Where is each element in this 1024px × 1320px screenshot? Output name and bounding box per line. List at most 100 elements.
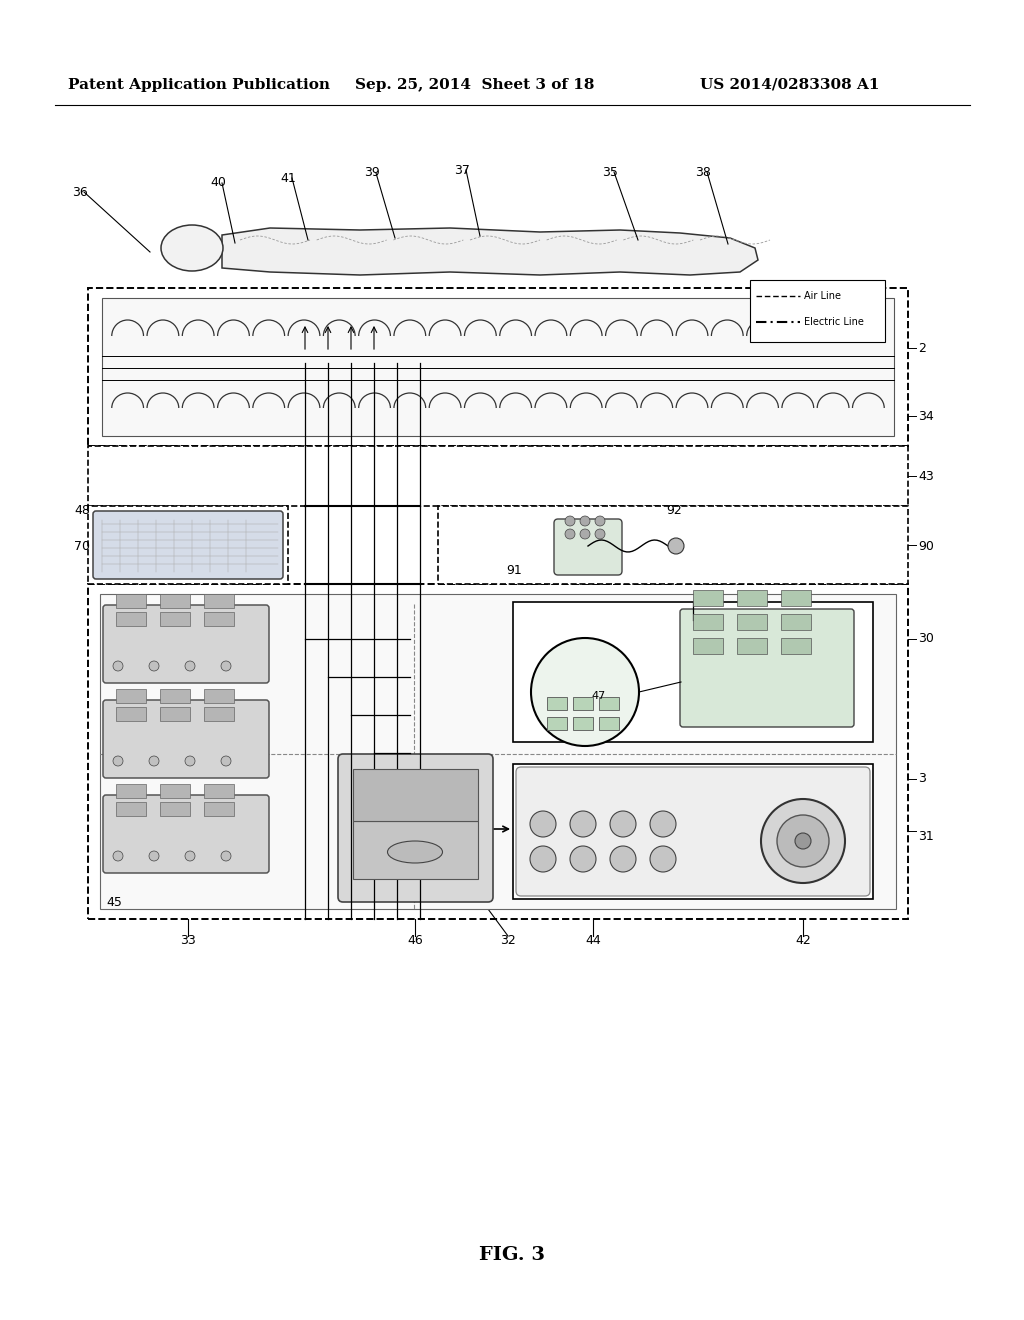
Text: 3: 3 xyxy=(918,772,926,785)
Circle shape xyxy=(650,810,676,837)
Circle shape xyxy=(531,638,639,746)
Bar xyxy=(781,590,811,606)
Bar xyxy=(693,590,723,606)
Circle shape xyxy=(565,529,575,539)
Bar xyxy=(160,708,190,721)
Bar xyxy=(737,614,767,630)
Circle shape xyxy=(113,661,123,671)
Circle shape xyxy=(113,756,123,766)
Circle shape xyxy=(580,529,590,539)
Bar xyxy=(160,594,190,609)
Circle shape xyxy=(570,846,596,873)
Text: 92: 92 xyxy=(666,503,682,516)
Text: US 2014/0283308 A1: US 2014/0283308 A1 xyxy=(700,78,880,92)
Bar xyxy=(204,784,234,799)
Circle shape xyxy=(185,756,195,766)
Text: Patent Application Publication: Patent Application Publication xyxy=(68,78,330,92)
Text: 91: 91 xyxy=(506,564,522,577)
Text: 70: 70 xyxy=(74,540,90,553)
Ellipse shape xyxy=(161,224,223,271)
Bar xyxy=(204,803,234,816)
Ellipse shape xyxy=(387,841,442,863)
Bar xyxy=(160,612,190,626)
Circle shape xyxy=(530,810,556,837)
Text: 31: 31 xyxy=(918,829,934,842)
Text: 2: 2 xyxy=(918,342,926,355)
FancyBboxPatch shape xyxy=(680,609,854,727)
Bar xyxy=(160,784,190,799)
Bar xyxy=(116,689,146,704)
Text: 42: 42 xyxy=(795,935,811,948)
Circle shape xyxy=(795,833,811,849)
Circle shape xyxy=(221,661,231,671)
Circle shape xyxy=(761,799,845,883)
Bar xyxy=(88,288,908,446)
Text: 38: 38 xyxy=(695,165,711,178)
Bar xyxy=(102,298,894,436)
Circle shape xyxy=(580,516,590,525)
Text: Electric Line: Electric Line xyxy=(804,317,864,327)
Circle shape xyxy=(150,661,159,671)
Bar xyxy=(204,594,234,609)
Text: 35: 35 xyxy=(602,165,617,178)
Bar xyxy=(438,506,908,583)
Circle shape xyxy=(221,851,231,861)
Bar xyxy=(204,708,234,721)
FancyBboxPatch shape xyxy=(103,700,269,777)
Bar xyxy=(160,803,190,816)
Bar xyxy=(204,612,234,626)
Bar xyxy=(88,506,288,583)
Text: 48: 48 xyxy=(74,503,90,516)
Text: 34: 34 xyxy=(918,409,934,422)
Text: 44: 44 xyxy=(585,935,601,948)
Bar xyxy=(547,697,567,710)
Bar xyxy=(116,708,146,721)
FancyBboxPatch shape xyxy=(103,795,269,873)
Bar xyxy=(88,446,908,506)
Bar xyxy=(781,638,811,653)
Bar xyxy=(116,784,146,799)
Circle shape xyxy=(185,661,195,671)
Circle shape xyxy=(221,756,231,766)
FancyBboxPatch shape xyxy=(516,767,870,896)
Circle shape xyxy=(530,846,556,873)
Bar xyxy=(100,594,896,909)
Text: 39: 39 xyxy=(365,166,380,180)
Bar xyxy=(547,717,567,730)
Bar xyxy=(353,770,478,821)
Circle shape xyxy=(650,846,676,873)
Bar xyxy=(116,594,146,609)
Circle shape xyxy=(610,846,636,873)
Circle shape xyxy=(150,851,159,861)
Bar xyxy=(693,614,723,630)
Circle shape xyxy=(113,851,123,861)
Text: Sep. 25, 2014  Sheet 3 of 18: Sep. 25, 2014 Sheet 3 of 18 xyxy=(355,78,595,92)
Bar xyxy=(513,764,873,899)
Circle shape xyxy=(777,814,829,867)
FancyBboxPatch shape xyxy=(554,519,622,576)
Text: 41: 41 xyxy=(281,172,296,185)
Bar xyxy=(599,697,618,710)
Text: 40: 40 xyxy=(210,177,226,190)
Bar xyxy=(160,689,190,704)
Text: 47: 47 xyxy=(592,690,606,701)
Bar xyxy=(573,717,593,730)
Circle shape xyxy=(150,756,159,766)
Bar xyxy=(88,583,908,919)
Bar xyxy=(781,614,811,630)
FancyBboxPatch shape xyxy=(93,511,283,579)
Text: 33: 33 xyxy=(180,935,196,948)
Bar xyxy=(204,689,234,704)
Bar xyxy=(513,602,873,742)
Bar xyxy=(750,280,885,342)
Bar xyxy=(573,697,593,710)
Text: 45: 45 xyxy=(106,896,122,909)
FancyBboxPatch shape xyxy=(103,605,269,682)
Text: 43: 43 xyxy=(918,470,934,483)
Polygon shape xyxy=(222,228,758,275)
Text: FIG. 3: FIG. 3 xyxy=(479,1246,545,1265)
Bar xyxy=(353,821,478,879)
Text: 37: 37 xyxy=(454,164,470,177)
Bar xyxy=(737,590,767,606)
Bar xyxy=(116,803,146,816)
